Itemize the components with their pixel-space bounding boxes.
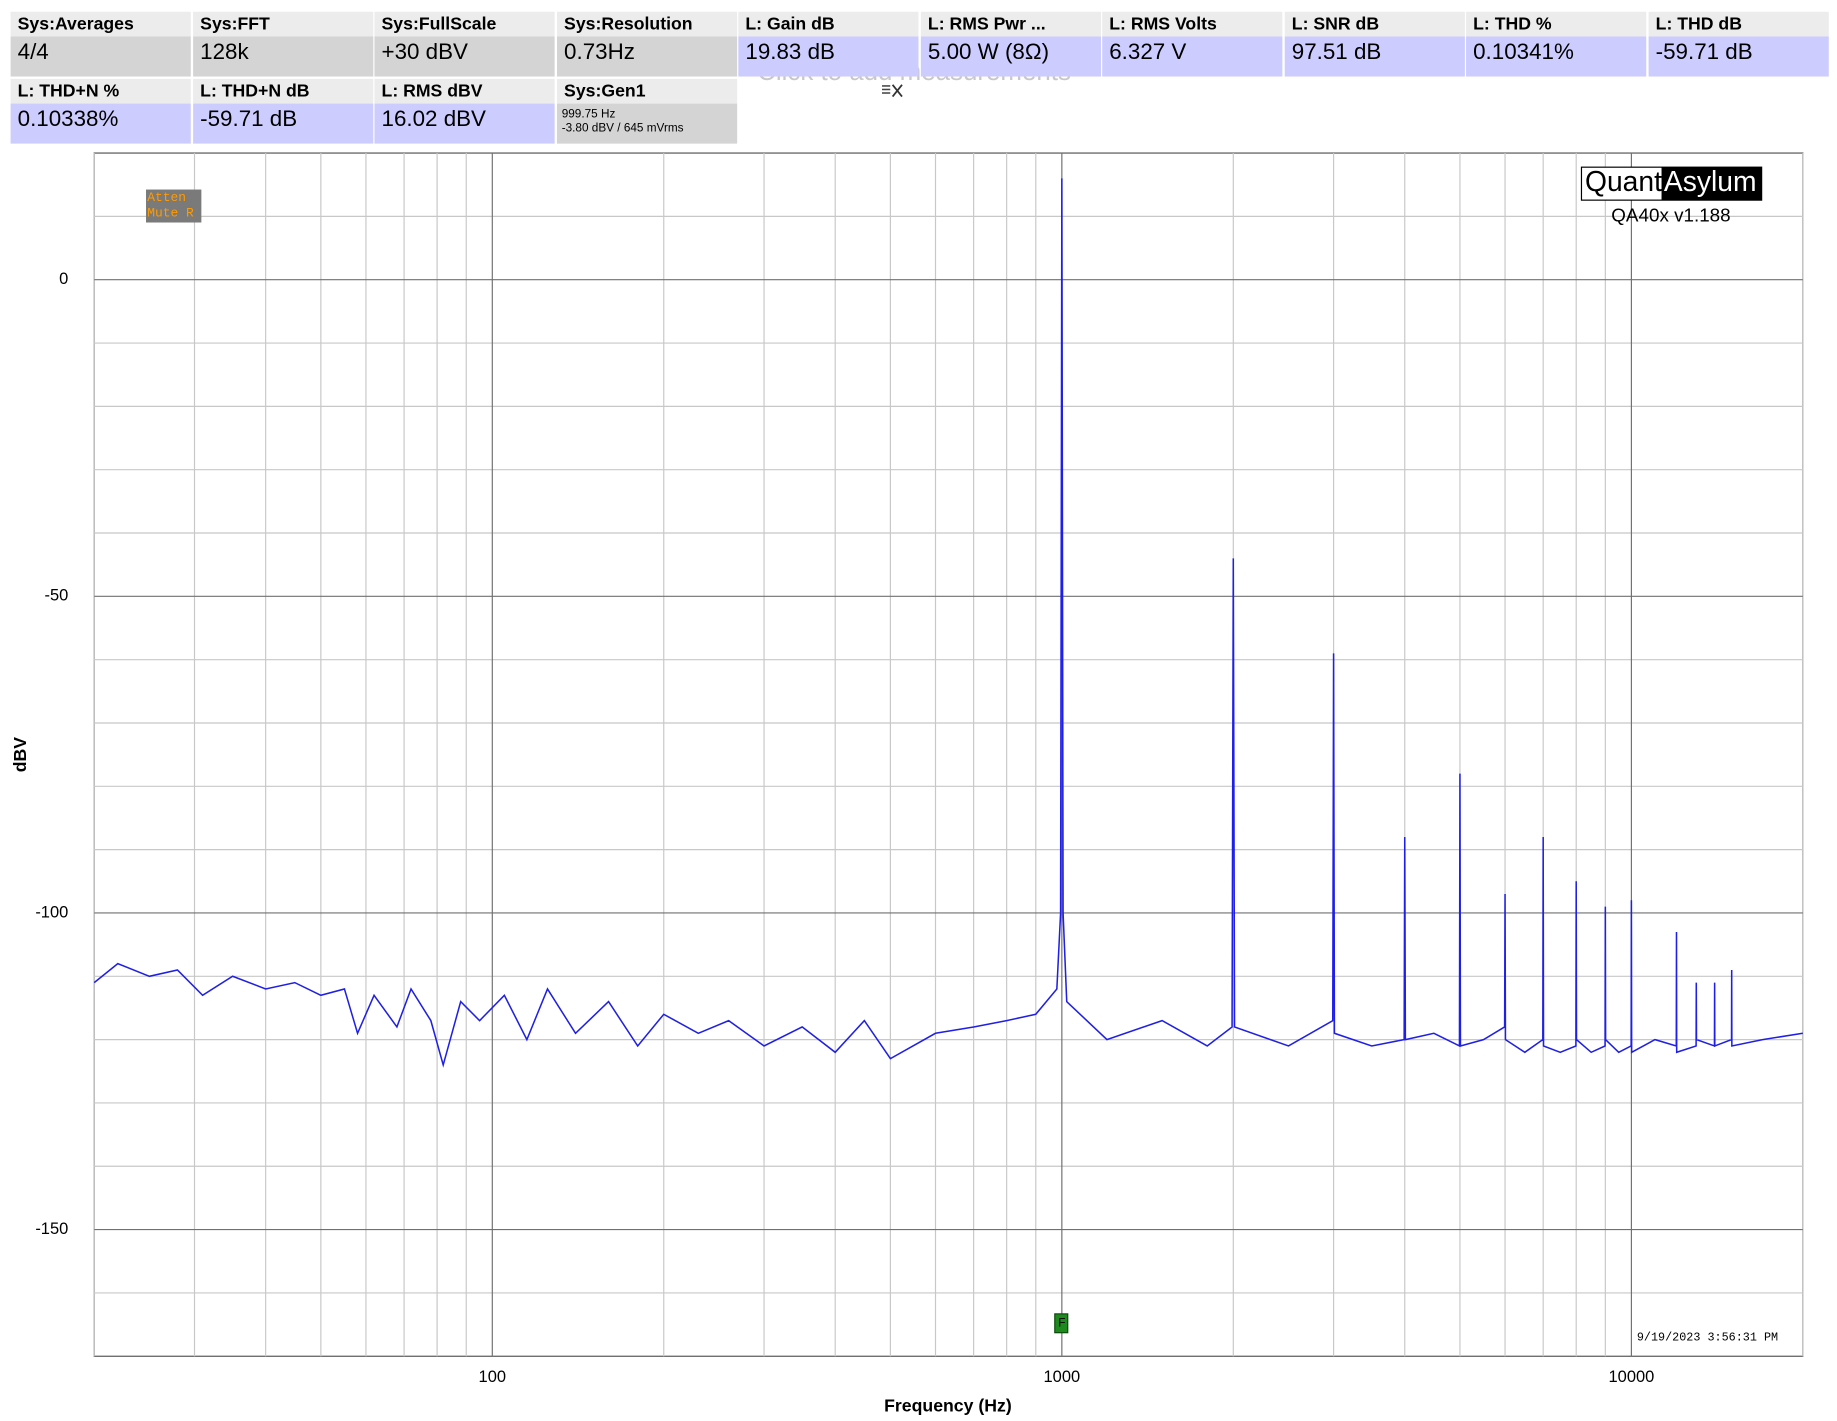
tile-value: +30 dBV bbox=[382, 39, 468, 64]
tile-header[interactable] bbox=[374, 11, 555, 37]
tile-value: 97.51 dB bbox=[1292, 39, 1382, 64]
x-tick-label: 100 bbox=[479, 1368, 506, 1386]
tile-value: 0.10338% bbox=[18, 106, 119, 131]
tile-body[interactable] bbox=[1284, 36, 1465, 77]
close-icon bbox=[891, 84, 903, 98]
plot-area bbox=[93, 152, 1804, 1357]
tile-value: 128k bbox=[200, 39, 249, 64]
tile-title: L: THD dB bbox=[1656, 13, 1742, 33]
tile-body[interactable] bbox=[920, 36, 1102, 77]
tile-body[interactable] bbox=[374, 36, 555, 77]
tile-body[interactable] bbox=[193, 36, 374, 77]
tile-title: L: THD+N dB bbox=[200, 81, 309, 101]
tile-icons[interactable] bbox=[881, 84, 903, 98]
tile-value: 5.00 W (8Ω) bbox=[928, 39, 1049, 64]
tile-value: -59.71 dB bbox=[200, 106, 297, 131]
tile-header[interactable] bbox=[193, 11, 374, 37]
tile-title: L: RMS Pwr ... bbox=[928, 13, 1046, 33]
badge-text: Mute R bbox=[147, 206, 194, 221]
y-axis-label: dBV bbox=[10, 737, 30, 773]
y-tick-label: -50 bbox=[44, 587, 68, 605]
tile-body[interactable] bbox=[738, 36, 919, 77]
tile-body[interactable] bbox=[556, 103, 738, 144]
tile-header[interactable] bbox=[193, 78, 374, 104]
tile-title: L: RMS Volts bbox=[1109, 13, 1217, 33]
logo-fill bbox=[1661, 167, 1762, 201]
tile-body[interactable] bbox=[1102, 36, 1283, 77]
tile-value: -59.71 dB bbox=[1656, 39, 1753, 64]
tile-title: Sys:FullScale bbox=[382, 13, 497, 33]
tile-value: 4/4 bbox=[18, 39, 49, 64]
tile-value: 19.83 dB bbox=[745, 39, 835, 64]
tile-title: Sys:Gen1 bbox=[564, 81, 646, 101]
logo-right: Asylum bbox=[1664, 165, 1757, 197]
timestamp: 9/19/2023 3:56:31 PM bbox=[1637, 1331, 1778, 1345]
tile-value: 0.10341% bbox=[1473, 39, 1574, 64]
marker-label: F bbox=[1058, 1316, 1065, 1329]
tile-header[interactable] bbox=[10, 11, 191, 37]
tile-body[interactable] bbox=[556, 36, 738, 77]
tile-body[interactable] bbox=[1648, 36, 1829, 77]
tile-header[interactable] bbox=[10, 78, 191, 104]
tile-title: Sys:Averages bbox=[18, 13, 134, 33]
tile-header[interactable] bbox=[920, 11, 1102, 37]
spectrum-line bbox=[93, 178, 1803, 1068]
status-badge bbox=[146, 189, 202, 223]
version: QA40x v1.188 bbox=[1611, 205, 1730, 226]
tile-body[interactable] bbox=[374, 103, 555, 144]
tile-header[interactable] bbox=[1102, 11, 1283, 37]
x-tick-label: 10000 bbox=[1608, 1368, 1654, 1386]
tile-header[interactable] bbox=[374, 78, 555, 104]
tile-body[interactable] bbox=[1466, 36, 1647, 77]
tile-header[interactable] bbox=[1466, 11, 1647, 37]
tile-header[interactable] bbox=[556, 78, 738, 104]
tile-body[interactable] bbox=[10, 36, 191, 77]
tile-body[interactable] bbox=[10, 103, 191, 144]
badge-text: Atten bbox=[147, 190, 186, 205]
logo-left: Quant bbox=[1585, 165, 1662, 197]
tile-value: 6.327 V bbox=[1109, 39, 1186, 64]
tile-value: 16.02 dBV bbox=[382, 106, 487, 131]
tile-header[interactable] bbox=[1284, 11, 1465, 37]
tile-title: L: Gain dB bbox=[745, 13, 834, 33]
tile-title: Sys:Resolution bbox=[564, 13, 693, 33]
tile-title: L: THD % bbox=[1473, 13, 1552, 33]
y-tick-label: -100 bbox=[35, 903, 68, 921]
tile-value: -3.80 dBV / 645 mVrms bbox=[562, 121, 684, 134]
y-tick-label: 0 bbox=[59, 270, 68, 288]
tile-value: 999.75 Hz bbox=[562, 107, 616, 120]
tile-body[interactable] bbox=[193, 103, 374, 144]
tile-header[interactable] bbox=[556, 11, 738, 37]
tile-title: L: SNR dB bbox=[1292, 13, 1379, 33]
tile-header[interactable] bbox=[738, 11, 919, 37]
tile-header[interactable] bbox=[1648, 11, 1829, 37]
tile-value: 0.73Hz bbox=[564, 39, 635, 64]
tile-title: L: RMS dBV bbox=[382, 81, 483, 101]
x-axis-label: Frequency (Hz) bbox=[884, 1396, 1012, 1416]
y-tick-label: -150 bbox=[35, 1220, 68, 1238]
x-tick-label: 1000 bbox=[1044, 1368, 1081, 1386]
fundamental-marker[interactable] bbox=[1054, 1313, 1069, 1334]
tile-title: L: THD+N % bbox=[18, 81, 120, 101]
tile-title: Sys:FFT bbox=[200, 13, 270, 33]
